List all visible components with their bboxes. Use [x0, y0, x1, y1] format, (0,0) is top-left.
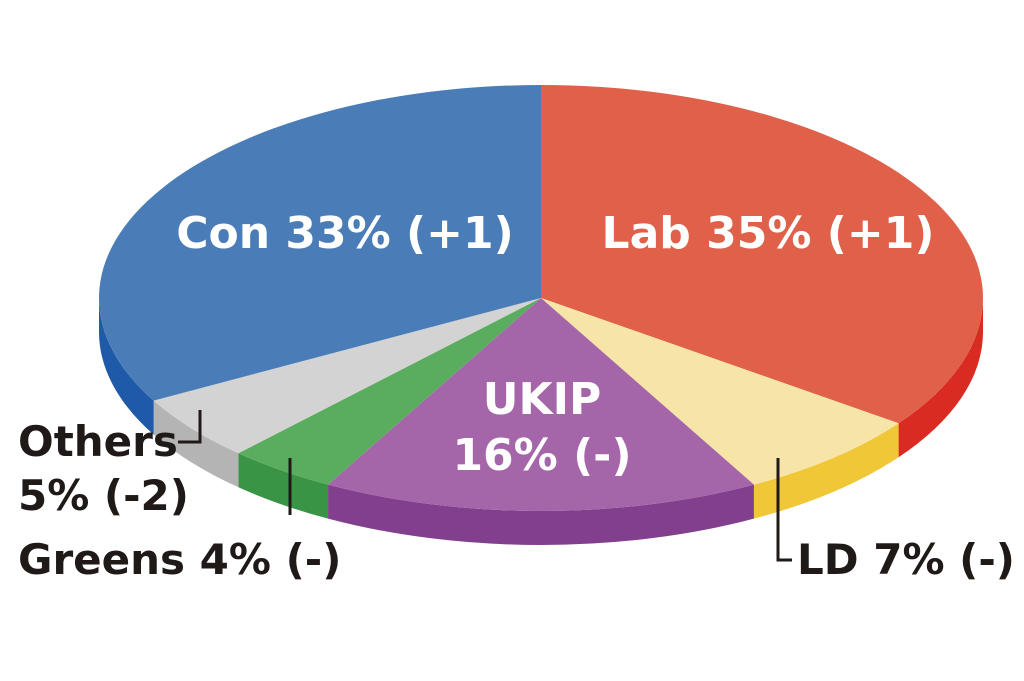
slice-greens — [238, 298, 541, 485]
slice-ukip — [328, 298, 754, 511]
slice-side-lab — [898, 298, 983, 458]
label-con: Con 33% (+1) — [176, 208, 514, 259]
label-greens: Greens 4% (-) — [18, 535, 341, 584]
slice-con — [99, 85, 541, 401]
label-ukip-value: 16% (-) — [452, 430, 631, 481]
pie-side-walls — [99, 298, 983, 545]
label-lab: Lab 35% (+1) — [602, 208, 935, 259]
label-ld: LD 7% (-) — [797, 535, 1015, 584]
label-others-value: 5% (-2) — [18, 471, 189, 520]
label-others-name: Others — [18, 417, 178, 466]
slice-side-ukip — [328, 484, 754, 545]
leader-line-ld — [776, 458, 792, 562]
leader-line-others — [178, 410, 202, 444]
label-ukip-name: UKIP — [483, 374, 601, 425]
slice-side-ld — [753, 423, 899, 519]
slice-ld — [541, 298, 899, 485]
pie-top-faces — [99, 85, 983, 511]
slice-lab — [541, 85, 983, 424]
slice-side-others — [153, 400, 239, 488]
slice-side-greens — [238, 453, 329, 519]
slice-side-con — [99, 298, 154, 435]
slice-others — [153, 298, 541, 454]
